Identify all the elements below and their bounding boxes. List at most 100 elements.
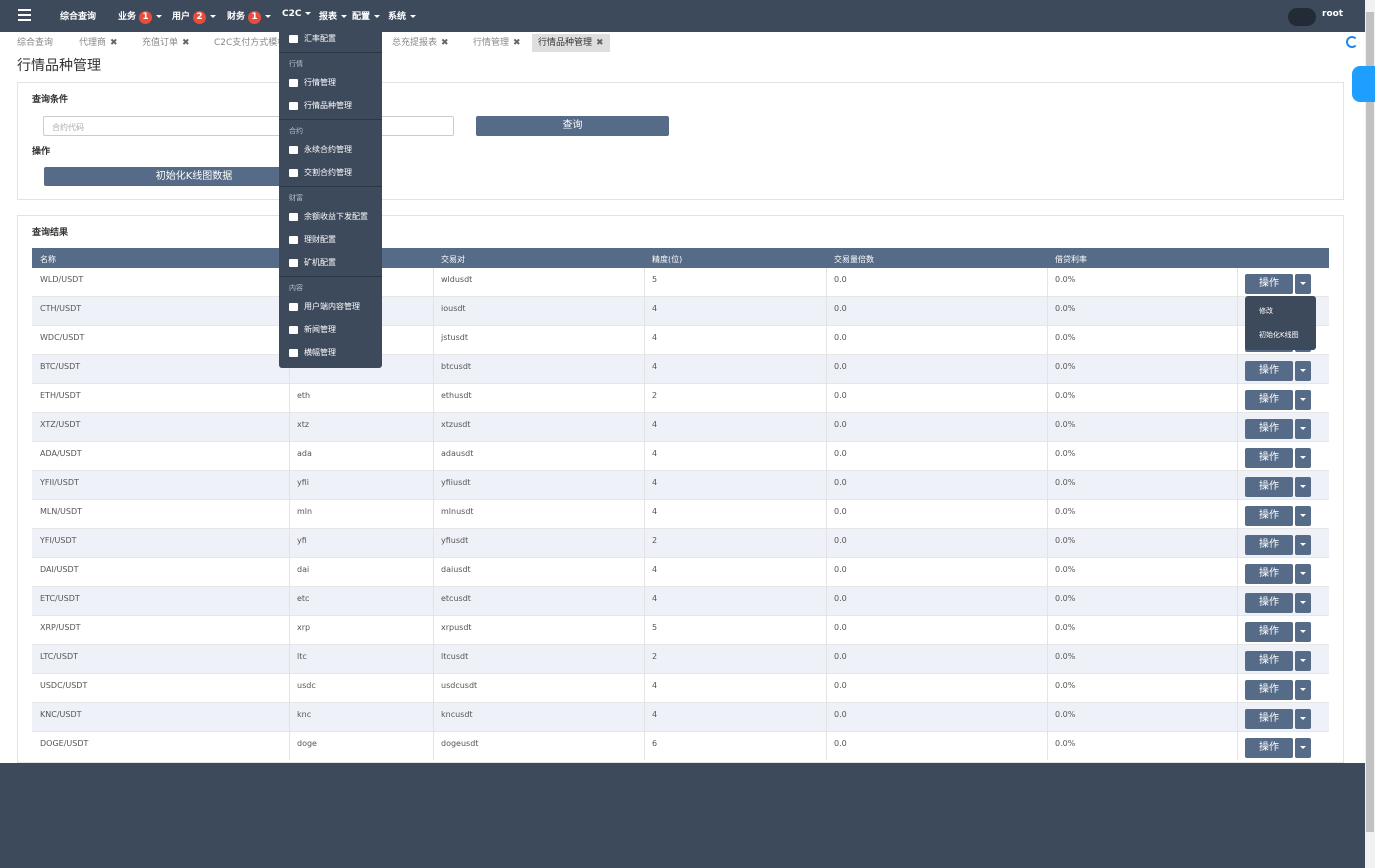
action-caret[interactable]: [1295, 506, 1311, 526]
action-caret[interactable]: [1295, 535, 1311, 555]
menu-item[interactable]: 用户端内容管理: [279, 295, 382, 318]
user-menu[interactable]: [1288, 8, 1316, 26]
col-divider: [1237, 558, 1238, 587]
action-caret[interactable]: [1295, 477, 1311, 497]
nav-item[interactable]: C2C: [282, 9, 312, 19]
action-button[interactable]: 操作: [1245, 506, 1293, 526]
action-button[interactable]: 操作: [1245, 564, 1293, 584]
action-caret[interactable]: [1295, 274, 1311, 294]
nav-item[interactable]: 用户 2: [172, 9, 217, 24]
menu-icon: [289, 235, 298, 244]
action-caret[interactable]: [1295, 390, 1311, 410]
action-button[interactable]: 操作: [1245, 651, 1293, 671]
action-button[interactable]: 操作: [1245, 390, 1293, 410]
col-divider: [826, 355, 827, 384]
menu-label: 余额收益下发配置: [304, 212, 368, 221]
tab[interactable]: 综合查询: [11, 34, 59, 52]
action-button[interactable]: 操作: [1245, 361, 1293, 381]
action-caret[interactable]: [1295, 651, 1311, 671]
menu-item[interactable]: 行情管理: [279, 71, 382, 94]
nav-label: 配置: [352, 12, 371, 22]
table-cell: etcusdt: [441, 594, 471, 603]
col-divider: [644, 616, 645, 645]
tab[interactable]: 充值订单 ✖: [136, 34, 196, 52]
action-button[interactable]: 操作: [1245, 622, 1293, 642]
action-caret[interactable]: [1295, 738, 1311, 758]
table-cell: 0.0: [834, 565, 847, 574]
tab[interactable]: 行情管理 ✖: [467, 34, 527, 52]
caret: [1300, 513, 1306, 517]
refresh-icon[interactable]: [1346, 36, 1358, 48]
action-caret[interactable]: [1295, 564, 1311, 584]
action-button[interactable]: 操作: [1245, 274, 1293, 294]
col-divider: [1047, 529, 1048, 558]
action-button[interactable]: 操作: [1245, 680, 1293, 700]
menu-item[interactable]: 永续合约管理: [279, 138, 382, 161]
menu-item[interactable]: 行情品种管理: [279, 94, 382, 117]
action-button[interactable]: 操作: [1245, 709, 1293, 729]
nav-item[interactable]: 业务 1: [118, 9, 163, 24]
action-button[interactable]: 操作: [1245, 477, 1293, 497]
init-kline-button[interactable]: 初始化K线图数据: [44, 167, 344, 186]
menu-toggle[interactable]: [18, 9, 31, 21]
action-menu-item[interactable]: 修改: [1259, 307, 1273, 315]
scrollbar[interactable]: [1365, 0, 1375, 868]
table-cell: usdc: [297, 681, 316, 690]
action-menu-item[interactable]: 初始化K线图: [1259, 331, 1299, 339]
table-cell: ada: [297, 449, 312, 458]
menu-item[interactable]: 矿机配置: [279, 251, 382, 274]
menu-item[interactable]: 横幅管理: [279, 341, 382, 364]
col-divider: [644, 645, 645, 674]
col-divider: [826, 413, 827, 442]
caret: [305, 12, 312, 15]
action-caret[interactable]: [1295, 709, 1311, 729]
nav-item[interactable]: 配置: [352, 9, 381, 22]
tab[interactable]: 总充提报表 ✖: [386, 34, 455, 52]
col-divider: [644, 703, 645, 732]
menu-item[interactable]: 汇率配置: [279, 27, 382, 50]
action-button[interactable]: 操作: [1245, 738, 1293, 758]
action-button[interactable]: 操作: [1245, 593, 1293, 613]
table-cell: 0.0%: [1055, 478, 1076, 487]
col-divider: [644, 268, 645, 297]
table-cell: daiusdt: [441, 565, 471, 574]
menu-item[interactable]: 新闻管理: [279, 318, 382, 341]
tab-close: ✖: [513, 38, 521, 48]
action-caret[interactable]: [1295, 361, 1311, 381]
col-divider: [644, 587, 645, 616]
table-cell: 4: [652, 594, 658, 603]
menu-item[interactable]: 理财配置: [279, 228, 382, 251]
action-button[interactable]: 操作: [1245, 535, 1293, 555]
nav-item[interactable]: 综合查询: [60, 9, 96, 22]
query-button[interactable]: 查询: [476, 116, 669, 136]
tab[interactable]: 代理商 ✖: [73, 34, 124, 52]
table-cell: 0.0%: [1055, 739, 1076, 748]
menu-icon: [289, 145, 298, 154]
table-cell: knc: [297, 710, 312, 719]
menu-label: 行情管理: [304, 78, 336, 87]
user-name[interactable]: root: [1322, 9, 1344, 19]
action-caret[interactable]: [1295, 622, 1311, 642]
nav-item[interactable]: 系统: [388, 9, 417, 22]
col-divider: [826, 384, 827, 413]
action-caret[interactable]: [1295, 419, 1311, 439]
menu-item[interactable]: 余额收益下发配置: [279, 205, 382, 228]
action-caret[interactable]: [1295, 593, 1311, 613]
col-divider: [289, 471, 290, 500]
action-caret[interactable]: [1295, 448, 1311, 468]
menu-item[interactable]: 交割合约管理: [279, 161, 382, 184]
action-button[interactable]: 操作: [1245, 448, 1293, 468]
table-cell: 5: [652, 275, 658, 284]
action-button[interactable]: 操作: [1245, 419, 1293, 439]
footer: [0, 763, 1365, 868]
table-cell: 0.0%: [1055, 333, 1076, 342]
menu-icon: [289, 34, 298, 43]
code-input[interactable]: 合约代码: [43, 116, 454, 136]
tab[interactable]: 行情品种管理 ✖: [532, 34, 610, 52]
scroll-thumb[interactable]: [1366, 12, 1374, 832]
float-button[interactable]: [1352, 66, 1375, 102]
action-caret[interactable]: [1295, 680, 1311, 700]
nav-item[interactable]: 财务 1: [227, 9, 272, 24]
col-divider: [1047, 413, 1048, 442]
nav-item[interactable]: 报表: [319, 9, 348, 22]
